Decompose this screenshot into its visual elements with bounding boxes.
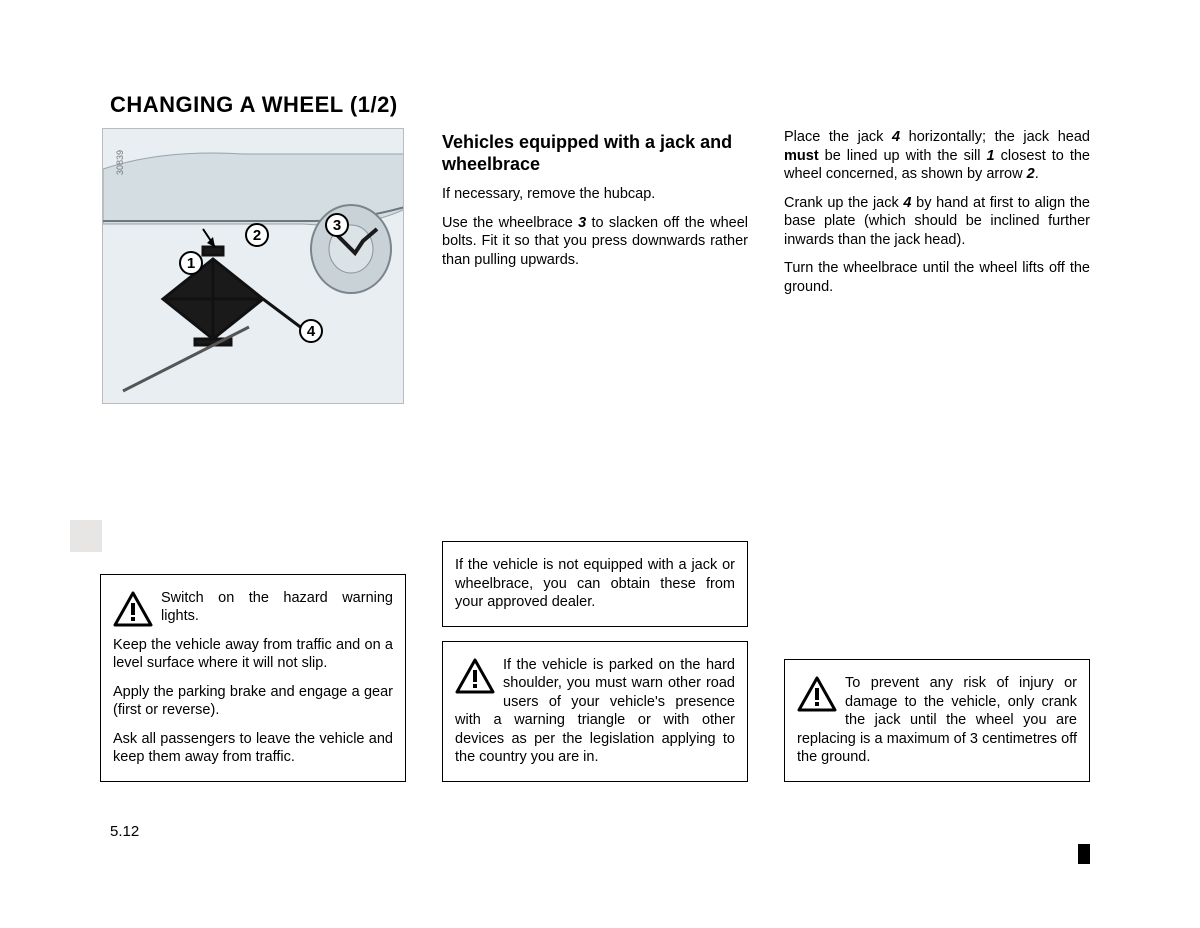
body-text: Crank up the jack 4 by hand at first to … xyxy=(784,194,1090,250)
section-subtitle: Vehicles equipped with a jack and wheelb… xyxy=(442,128,748,185)
t: Place the jack xyxy=(784,129,892,145)
callout-1: 1 xyxy=(179,251,203,275)
t: horizontally; the jack head xyxy=(900,129,1090,145)
callout-3: 3 xyxy=(325,213,349,237)
warning-icon xyxy=(797,676,837,712)
ref-num: 4 xyxy=(892,129,900,145)
warning-icon xyxy=(113,591,153,627)
notice-text: If the vehicle is not equipped with a ja… xyxy=(455,556,735,612)
page-title: CHANGING A WHEEL (1/2) xyxy=(110,92,1110,118)
notice-box-dealer: If the vehicle is not equipped with a ja… xyxy=(442,541,748,627)
callout-4: 4 xyxy=(299,319,323,343)
ref-num: 2 xyxy=(1027,166,1035,182)
t: Crank up the jack xyxy=(784,195,903,211)
diagram-svg xyxy=(103,129,404,404)
figure-id: 30839 xyxy=(115,150,125,175)
page-number: 5.12 xyxy=(110,823,139,840)
column-1: 30839 xyxy=(90,128,416,782)
warn-text: Keep the vehicle away from traffic and o… xyxy=(113,636,393,673)
jack-diagram: 30839 xyxy=(102,128,404,404)
t: . xyxy=(1035,166,1039,182)
warn-text: To prevent any risk of injury or damage … xyxy=(797,674,1077,767)
manual-page: CHANGING A WHEEL (1/2) 30839 xyxy=(0,0,1200,928)
content-columns: 30839 xyxy=(90,128,1110,782)
warning-icon xyxy=(455,658,495,694)
body-text: Use the wheelbrace 3 to slacken off the … xyxy=(442,214,748,270)
t: be lined up with the sill xyxy=(819,148,987,164)
ref-num: 1 xyxy=(987,148,995,164)
callout-2: 2 xyxy=(245,223,269,247)
body-text: Place the jack 4 horizontally; the jack … xyxy=(784,128,1090,184)
t: Use the wheelbrace xyxy=(442,215,578,231)
crop-mark xyxy=(1078,844,1090,864)
emph: must xyxy=(784,148,819,164)
warn-text: Switch on the hazard warning lights. xyxy=(113,589,393,626)
body-text: If necessary, remove the hubcap. xyxy=(442,185,748,204)
body-text: Turn the wheelbrace until the wheel lift… xyxy=(784,259,1090,296)
warning-box-hazard: Switch on the hazard warning lights. Kee… xyxy=(100,574,406,782)
ref-num: 3 xyxy=(578,215,586,231)
warn-text: Apply the parking brake and engage a gea… xyxy=(113,683,393,720)
warn-text: Ask all passengers to leave the vehicle … xyxy=(113,730,393,767)
warning-box-shoulder: If the vehicle is parked on the hard sho… xyxy=(442,641,748,782)
column-2: Vehicles equipped with a jack and wheelb… xyxy=(432,128,758,782)
column-3: Place the jack 4 horizontally; the jack … xyxy=(774,128,1100,782)
warning-box-injury: To prevent any risk of injury or damage … xyxy=(784,659,1090,782)
warn-text: If the vehicle is parked on the hard sho… xyxy=(455,656,735,767)
